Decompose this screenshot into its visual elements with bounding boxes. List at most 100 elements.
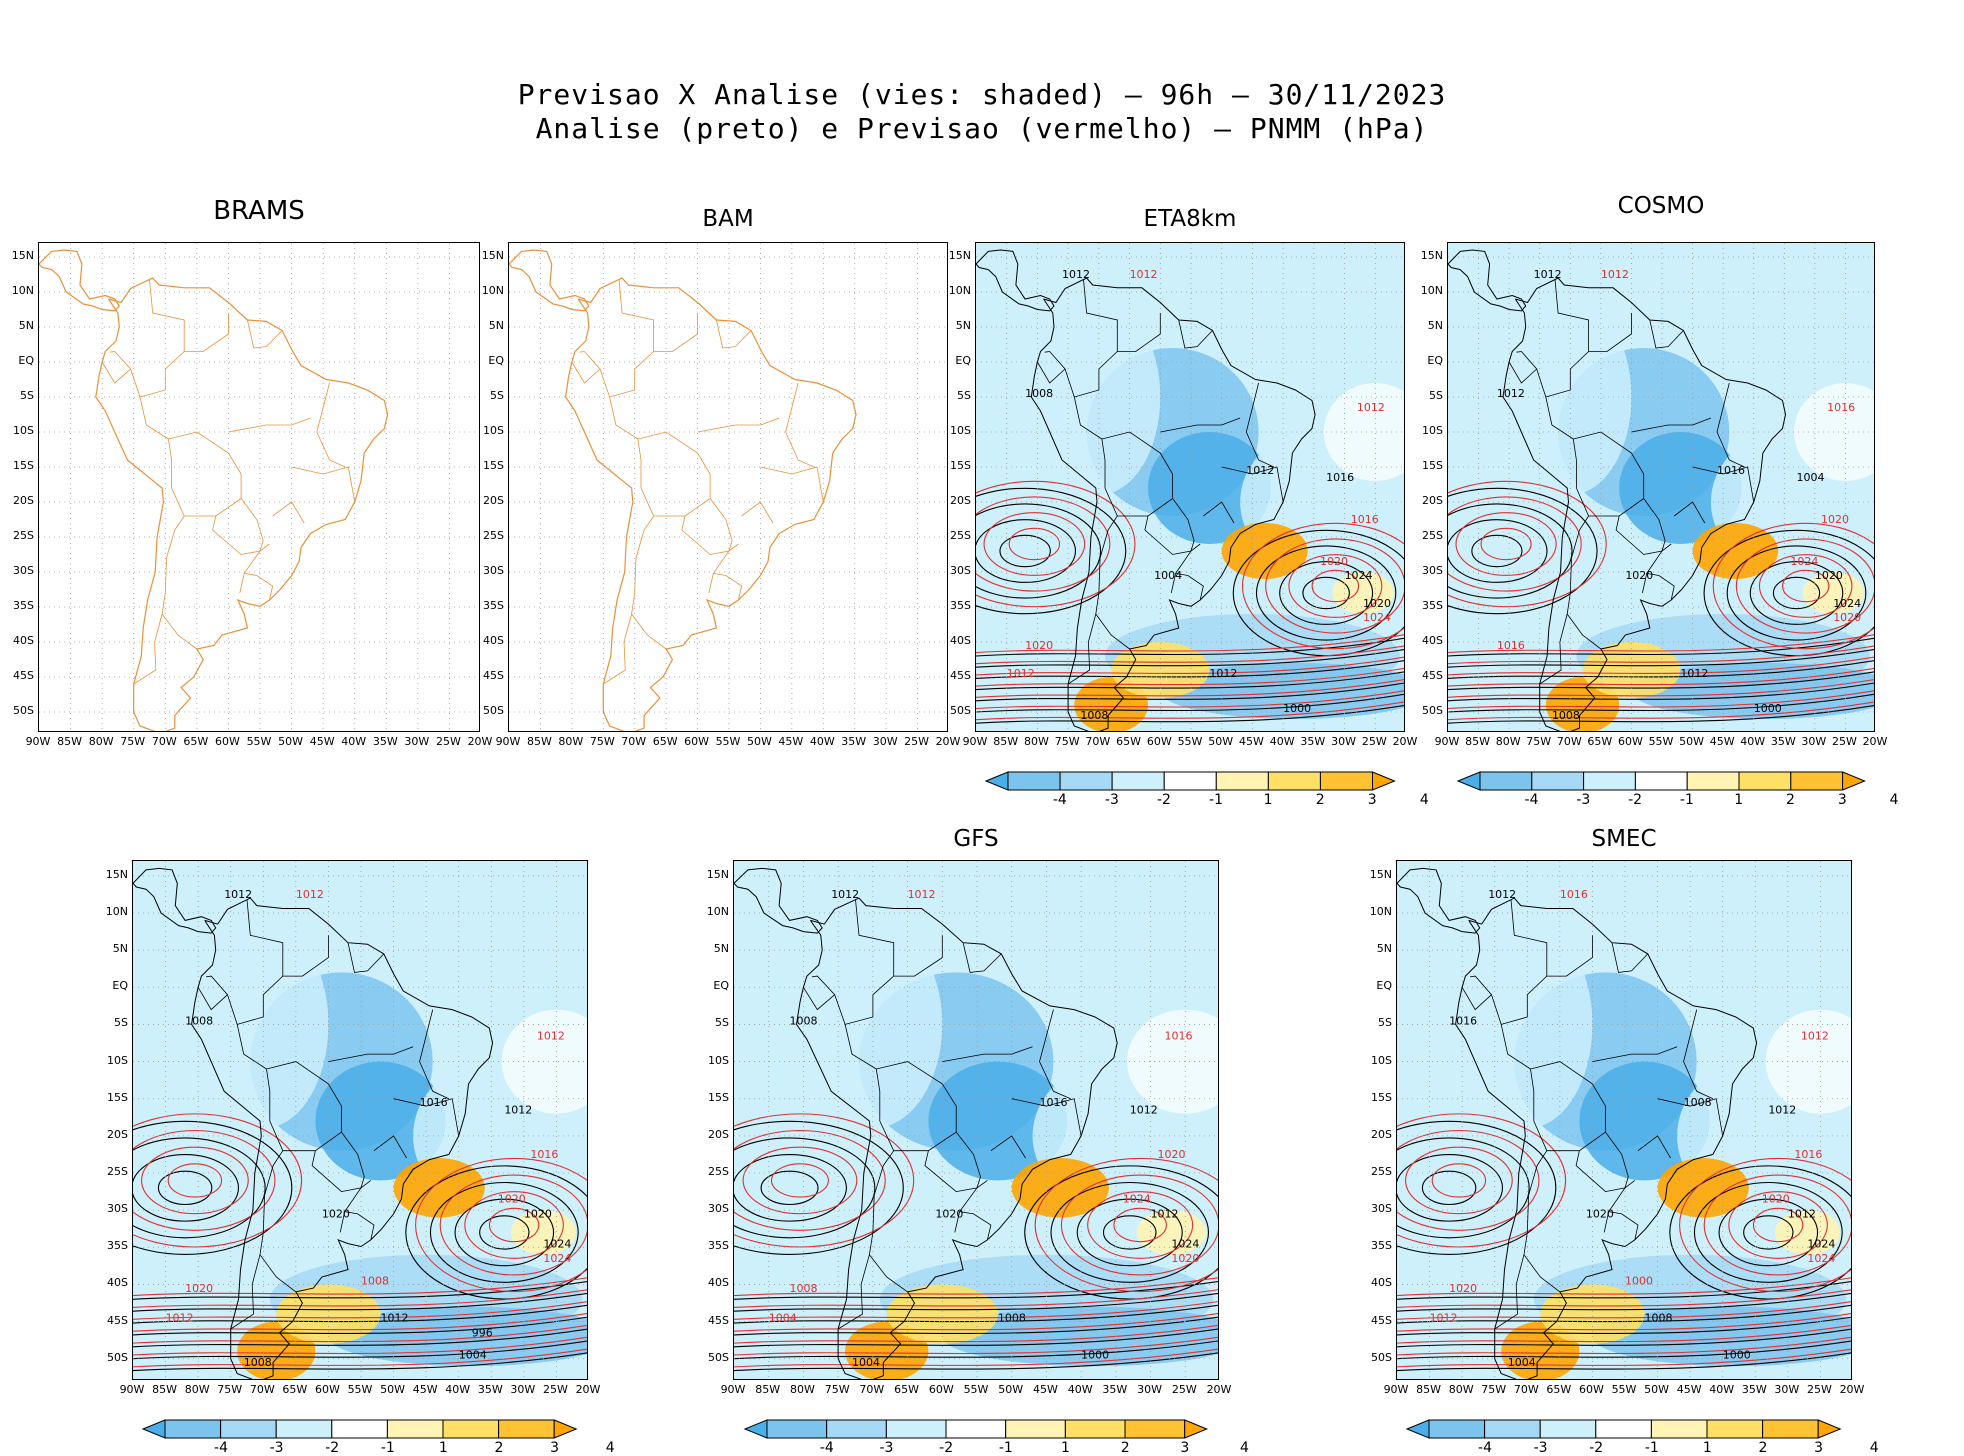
latitude-tick-label: 30S — [708, 1202, 729, 1216]
forecast-isobar — [1448, 634, 1874, 654]
country-border — [1044, 351, 1075, 398]
analysis-isobar — [429, 1181, 579, 1283]
country-border — [760, 466, 824, 503]
longitude-tick-label: 65W — [183, 735, 209, 748]
analysis-isobar — [976, 671, 1404, 691]
colorbar-swatch — [276, 1419, 333, 1439]
latitude-tick-label: 45S — [1371, 1313, 1392, 1327]
coastline — [795, 897, 1118, 1379]
analysis-isobar — [734, 1120, 904, 1255]
analysis-isobar-label: 1008 — [998, 1312, 1026, 1325]
colorbar-tick-label: -2 — [325, 1440, 340, 1456]
analysis-isobar-label: 996 — [472, 1326, 493, 1339]
forecast-isobar-label: 1020 — [1449, 1282, 1477, 1295]
country-border — [855, 899, 895, 977]
forecast-isobar — [976, 656, 1404, 676]
forecast-isobar-label: 1020 — [1833, 611, 1861, 624]
forecast-isobar — [1113, 1207, 1167, 1243]
country-border — [631, 613, 667, 650]
country-border — [1073, 313, 1161, 440]
coastline — [95, 277, 389, 731]
longitude-tick-label: 45W — [412, 1383, 438, 1396]
forecast-isobar — [1448, 679, 1874, 698]
longitude-tick-label: 35W — [477, 1383, 503, 1396]
latitude-tick-label: 30S — [107, 1202, 128, 1216]
analysis-isobar-label: 1012 — [831, 888, 859, 901]
forecast-isobar — [167, 1163, 223, 1198]
forecast-isobar — [734, 1277, 1218, 1297]
forecast-isobar — [1712, 522, 1874, 650]
analysis-isobar-label: 992 — [1540, 1378, 1561, 1380]
analysis-isobar — [976, 660, 1404, 679]
longitude-tick-label: 70W — [1085, 735, 1111, 748]
latitude-tick-label: 20S — [1422, 494, 1443, 507]
country-border — [272, 501, 305, 524]
analysis-isobar-label: 1016 — [1326, 471, 1354, 484]
country-border — [1603, 1211, 1639, 1240]
latitude-tick-label: 10S — [950, 424, 971, 437]
forecast-isobar-label: 1012 — [296, 888, 324, 901]
country-border — [1469, 975, 1502, 1025]
colorbar-swatch — [220, 1419, 278, 1439]
country-border — [1461, 987, 1492, 1011]
latitude-tick-label: 40S — [708, 1276, 729, 1290]
analysis-isobar — [976, 704, 1404, 724]
analysis-isobar-label: 1008 — [790, 1014, 818, 1027]
analysis-isobar-label: 1024 — [1807, 1237, 1835, 1250]
colorbar-tick-label: 3 — [1367, 792, 1377, 808]
analysis-isobar — [1448, 671, 1874, 691]
country-border — [339, 1211, 375, 1240]
colorbar-tick-label: -1 — [998, 1440, 1013, 1456]
longitude-tick-label: 50W — [380, 1383, 405, 1396]
country-border — [243, 543, 270, 574]
analysis-isobar — [133, 1340, 587, 1360]
forecast-isobar — [488, 1207, 540, 1243]
map-plot-brams — [38, 242, 480, 732]
analysis-isobar — [1302, 576, 1350, 610]
analysis-isobar-label: 1012 — [1497, 387, 1525, 400]
latitude-tick-label: 50S — [107, 1350, 128, 1364]
longitude-tick-label: 25W — [1361, 735, 1387, 748]
longitude-tick-label: 65W — [282, 1383, 308, 1396]
colorbar-swatch — [1007, 771, 1061, 791]
country-border — [571, 361, 601, 384]
forecast-isobar-label: 1020 — [1821, 513, 1849, 526]
latitude-tick-label: 5S — [957, 389, 971, 402]
country-border — [1500, 935, 1593, 1070]
analysis-isobar-label: 1000 — [276, 1378, 304, 1380]
country-border — [990, 1135, 1026, 1159]
country-border — [803, 987, 835, 1011]
latitude-tick-label: 5N — [955, 319, 971, 332]
forecast-isobar-label: 1012 — [908, 888, 936, 901]
forecast-isobar — [1397, 1301, 1851, 1320]
forecast-isobar — [1288, 554, 1383, 618]
longitude-tick-label: 35W — [1741, 1383, 1767, 1396]
longitude-tick-label: 75W — [1054, 735, 1080, 748]
longitude-tick-label: 40W — [1709, 1383, 1735, 1396]
colorbar-swatch — [1651, 1419, 1708, 1439]
country-border — [1642, 572, 1675, 601]
colorbar-swatch — [1595, 1419, 1653, 1439]
longitude-tick-label: 75W — [824, 1383, 850, 1396]
analysis-isobar — [734, 1281, 1218, 1300]
forecast-isobar — [1448, 656, 1874, 676]
country-border — [1554, 279, 1590, 352]
latitude-tick-label: 20S — [483, 494, 504, 507]
longitude-tick-label: 25W — [1806, 1383, 1832, 1396]
latitude-tick-label: 20S — [107, 1127, 128, 1141]
bias-positive-area — [510, 1210, 576, 1255]
analysis-isobar-label: 1008 — [1080, 709, 1108, 722]
latitude-tick-label: 50S — [1371, 1350, 1392, 1364]
longitude-tick-label: 20W — [575, 1383, 601, 1396]
colorbar-tick-label: 4 — [605, 1440, 615, 1456]
country-border — [246, 899, 284, 977]
colorbar-extend-min — [1456, 771, 1481, 791]
country-border — [109, 351, 141, 398]
longitude-tick-label: 40W — [341, 735, 367, 748]
colorbar-extend-min — [984, 771, 1009, 791]
country-border — [230, 1150, 284, 1330]
country-border — [1170, 572, 1204, 601]
analysis-isobar-label: 996 — [1111, 730, 1132, 732]
analysis-isobar-label: 1012 — [1209, 667, 1237, 680]
analysis-isobar-label: 1008 — [244, 1356, 272, 1369]
